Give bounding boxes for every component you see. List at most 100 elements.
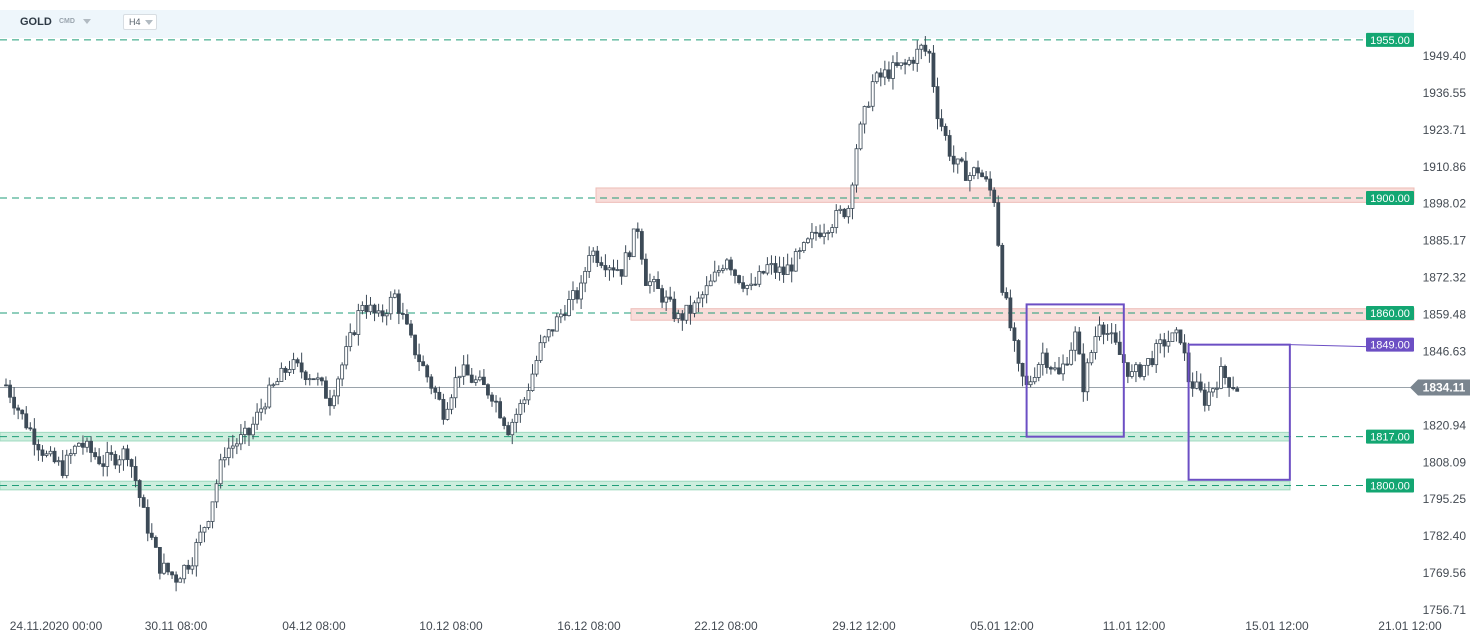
symbol-dropdown-icon[interactable]: [83, 19, 91, 24]
candle-down: [89, 440, 93, 453]
highlight-box: [1025, 303, 1125, 438]
symbol-label[interactable]: GOLD: [20, 16, 52, 28]
candle-up: [558, 313, 563, 318]
candle-down: [311, 378, 316, 381]
current-price-badge: [1410, 379, 1470, 396]
candle-up: [692, 302, 697, 314]
candle-down: [186, 564, 191, 570]
candle-up: [664, 296, 669, 303]
candle-up: [1105, 333, 1110, 335]
candle-up: [336, 378, 341, 397]
candle-up: [1053, 367, 1057, 370]
candle-down: [903, 62, 907, 65]
candle-up: [554, 316, 559, 332]
candle-down: [1235, 388, 1240, 392]
candle-up: [607, 267, 612, 271]
candle-up: [591, 250, 596, 256]
candle-down: [992, 189, 997, 204]
candle-down: [153, 536, 158, 548]
candle-down: [943, 125, 948, 136]
candle-down: [429, 376, 434, 389]
candle-up: [198, 531, 203, 543]
y-tick-label: 1756.71: [1423, 603, 1467, 617]
x-tick-label: 30.11 08:00: [145, 619, 208, 633]
x-tick-label: 10.12 08:00: [419, 619, 483, 633]
candle-down: [157, 546, 162, 574]
candle-down: [688, 304, 693, 314]
candle-down: [789, 264, 794, 272]
candle-down: [984, 176, 988, 180]
x-tick-label: 05.01 12:00: [970, 619, 1034, 633]
resistance-zone: [630, 308, 1415, 321]
candle-down: [170, 571, 174, 576]
y-tick-label: 1923.71: [1423, 123, 1467, 137]
candle-up: [206, 521, 211, 528]
candle-up: [214, 483, 219, 503]
candle-up: [712, 271, 717, 282]
candle-up: [388, 296, 393, 315]
level-badge-text: 1817.00: [1370, 432, 1410, 444]
purple-level-connector: [1289, 344, 1367, 348]
candle-down: [486, 384, 490, 396]
candle-down: [352, 332, 357, 335]
candle-down: [506, 425, 511, 436]
candle-down: [842, 208, 847, 218]
candle-down: [469, 374, 474, 383]
candle-up: [360, 304, 365, 312]
candle-down: [627, 252, 632, 258]
candle-down: [939, 118, 944, 127]
candle-up: [579, 282, 583, 300]
candle-down: [976, 167, 980, 174]
y-tick-label: 1769.56: [1423, 566, 1467, 580]
candle-down: [729, 259, 733, 271]
candle-down: [413, 334, 417, 356]
x-tick-label: 04.12 08:00: [282, 619, 346, 633]
candle-up: [708, 280, 713, 287]
candle-down: [125, 448, 130, 460]
candle-up: [44, 453, 49, 456]
candle-down: [364, 304, 369, 313]
y-tick-label: 1898.02: [1423, 197, 1467, 211]
candle-down: [1198, 381, 1203, 391]
candle-up: [891, 62, 895, 79]
level-badge-text: 1900.00: [1370, 193, 1410, 205]
candle-down: [668, 296, 673, 300]
candle-up: [725, 259, 729, 270]
candle-down: [28, 427, 33, 430]
candle-down: [303, 371, 308, 381]
x-tick-label: 29.12 12:00: [832, 619, 896, 633]
candle-down: [1101, 324, 1106, 335]
candle-up: [1061, 363, 1065, 375]
candle-up: [162, 562, 166, 574]
level-badge-text: 1849.00: [1370, 340, 1410, 352]
y-tick-label: 1910.86: [1423, 160, 1467, 174]
candle-up: [105, 452, 110, 467]
candle-down: [619, 269, 624, 277]
candle-down: [490, 394, 494, 402]
candle-up: [344, 346, 349, 366]
candle-up: [785, 264, 790, 275]
candle-up: [542, 336, 547, 344]
candle-down: [1227, 377, 1231, 388]
candle-up: [473, 379, 478, 383]
candle-up: [968, 175, 972, 181]
candle-up: [332, 395, 336, 407]
candle-down: [324, 380, 328, 399]
timeframe-select[interactable]: H4: [123, 14, 157, 30]
candle-up: [178, 578, 183, 583]
candle-up: [522, 399, 527, 404]
candle-down: [603, 265, 608, 271]
x-tick-label: 15.01 12:00: [1245, 619, 1309, 633]
candle-up: [769, 263, 774, 266]
candle-up: [801, 242, 806, 252]
candle-up: [874, 72, 879, 83]
candle-down: [502, 417, 507, 426]
candle-up: [518, 403, 523, 415]
candle-down: [895, 62, 899, 66]
candle-down: [563, 313, 567, 317]
candle-up: [1206, 391, 1211, 406]
candle-down: [923, 44, 928, 52]
y-tick-label: 1782.40: [1423, 529, 1467, 543]
candle-up: [1069, 349, 1074, 365]
